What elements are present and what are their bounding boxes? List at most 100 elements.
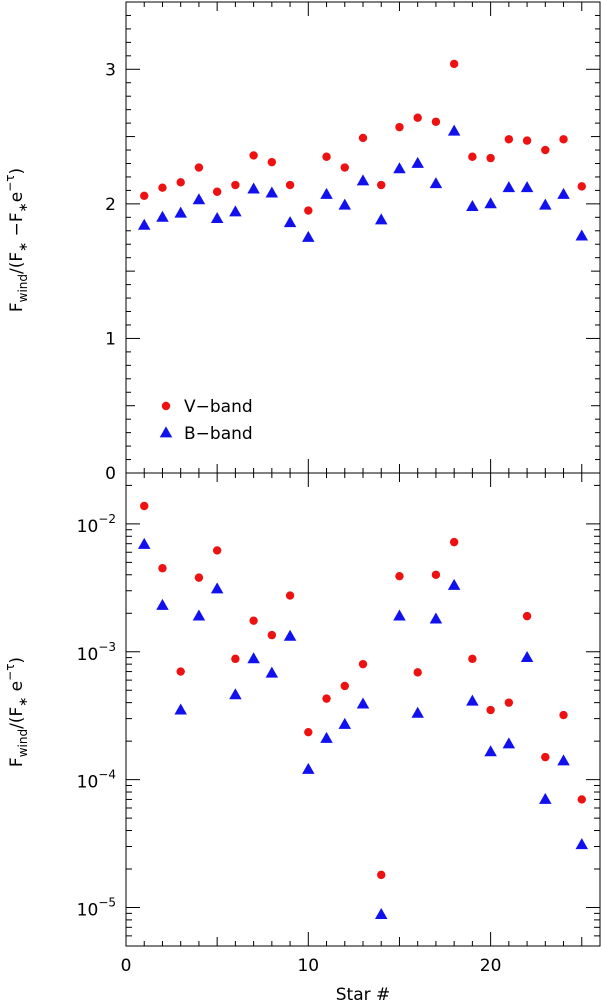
top-point-b-band xyxy=(557,187,570,199)
top-point-v-band xyxy=(559,135,568,144)
bottom-point-b-band xyxy=(557,754,570,766)
top-point-b-band xyxy=(502,181,516,193)
top-point-b-band xyxy=(374,213,388,225)
top-point-v-band xyxy=(431,117,441,126)
top-point-v-band xyxy=(140,191,149,200)
top-point-b-band xyxy=(411,156,424,168)
bottom-point-b-band xyxy=(137,537,151,549)
bottom-point-v-band xyxy=(340,681,349,691)
top-y-tick-label: 2 xyxy=(105,195,116,215)
bottom-point-b-band xyxy=(210,582,224,594)
top-point-b-band xyxy=(137,218,151,230)
bottom-point-b-band xyxy=(429,612,443,624)
bottom-point-b-band xyxy=(539,792,552,804)
top-point-v-band xyxy=(522,136,532,145)
top-point-v-band xyxy=(212,187,222,196)
legend-marker-b-band xyxy=(159,426,173,438)
legend-label-b-band: B−band xyxy=(184,424,253,444)
bottom-y-axis-title: Fwind/(F∗ e−τ) xyxy=(3,657,30,767)
bottom-y-tick-label: 10−2 xyxy=(77,512,116,537)
top-point-v-band xyxy=(285,180,295,190)
bottom-point-v-band xyxy=(559,710,568,720)
bottom-point-v-band xyxy=(468,654,477,664)
top-point-b-band xyxy=(247,182,260,194)
bottom-point-v-band xyxy=(176,667,185,676)
top-point-v-band xyxy=(504,135,514,144)
top-point-v-band xyxy=(486,153,495,163)
top-point-b-band xyxy=(210,212,224,224)
bottom-point-b-band xyxy=(411,706,424,718)
top-point-v-band xyxy=(322,152,331,161)
x-tick-label: 10 xyxy=(297,956,319,976)
top-point-v-band xyxy=(413,113,422,122)
top-point-v-band xyxy=(249,151,258,160)
bottom-point-v-band xyxy=(140,501,149,511)
top-point-b-band xyxy=(229,205,242,217)
legend-marker-v-band xyxy=(161,401,171,411)
bottom-point-v-band xyxy=(413,668,422,677)
top-point-v-band xyxy=(358,133,368,143)
top-point-b-band xyxy=(520,181,534,193)
bottom-point-v-band xyxy=(377,870,386,880)
top-point-b-band xyxy=(356,174,370,186)
bottom-point-b-band xyxy=(466,694,479,706)
top-point-v-band xyxy=(158,183,167,192)
top-point-v-band xyxy=(304,206,313,215)
bottom-point-b-band xyxy=(484,745,497,757)
bottom-point-v-band xyxy=(449,537,459,547)
bottom-point-b-band xyxy=(374,908,388,920)
top-point-v-band xyxy=(395,122,404,132)
top-point-b-band xyxy=(393,162,406,174)
top-point-b-band xyxy=(338,198,352,210)
bottom-point-v-band xyxy=(541,752,550,762)
bottom-point-v-band xyxy=(522,611,532,621)
top-point-b-band xyxy=(192,193,206,205)
legend-label-v-band: V−band xyxy=(184,397,253,417)
x-tick-label: 20 xyxy=(480,956,502,976)
bottom-point-b-band xyxy=(192,609,206,621)
bottom-point-v-band xyxy=(577,795,586,804)
top-point-b-band xyxy=(575,229,589,241)
top-point-b-band xyxy=(447,124,461,136)
top-point-v-band xyxy=(194,163,204,172)
top-point-v-band xyxy=(267,157,277,167)
top-point-v-band xyxy=(541,145,550,155)
bottom-y-tick-label: 10−3 xyxy=(77,640,116,665)
bottom-point-b-band xyxy=(156,598,169,610)
bottom-point-b-band xyxy=(520,651,534,663)
top-point-v-band xyxy=(468,152,477,161)
bottom-point-v-band xyxy=(194,573,204,582)
top-y-tick-label: 0 xyxy=(105,464,116,484)
bottom-point-b-band xyxy=(320,731,333,743)
top-y-axis-title: Fwind/(F∗ −F∗e−τ) xyxy=(3,168,30,312)
top-point-b-band xyxy=(466,199,479,211)
bottom-point-v-band xyxy=(395,571,404,581)
top-point-b-band xyxy=(429,177,443,189)
bottom-point-b-band xyxy=(338,717,352,729)
top-point-b-band xyxy=(174,206,187,218)
top-point-v-band xyxy=(176,178,185,187)
bottom-y-tick-label: 10−4 xyxy=(77,768,116,793)
top-y-tick-label: 1 xyxy=(105,329,116,349)
bottom-panel: 10−5 10−4 10−3 10−2 0 10 20 xyxy=(77,472,601,976)
bottom-point-b-band xyxy=(302,762,315,774)
top-point-v-band xyxy=(577,182,586,191)
x-axis-title: Star # xyxy=(336,985,391,1005)
bottom-point-v-band xyxy=(504,698,514,707)
bottom-point-b-band xyxy=(283,629,297,641)
bottom-point-b-band xyxy=(229,688,242,700)
bottom-point-v-band xyxy=(158,564,167,573)
bottom-point-b-band xyxy=(447,578,461,590)
bottom-point-v-band xyxy=(322,694,331,703)
top-point-b-band xyxy=(302,230,315,242)
top-point-b-band xyxy=(156,210,169,222)
top-point-b-band xyxy=(265,186,279,198)
bottom-point-v-band xyxy=(358,659,368,669)
top-point-v-band xyxy=(377,180,386,190)
bottom-point-v-band xyxy=(285,591,295,600)
bottom-plot-frame xyxy=(125,472,601,947)
bottom-point-b-band xyxy=(265,666,279,678)
bottom-point-b-band xyxy=(247,652,260,664)
bottom-point-b-band xyxy=(356,697,370,709)
